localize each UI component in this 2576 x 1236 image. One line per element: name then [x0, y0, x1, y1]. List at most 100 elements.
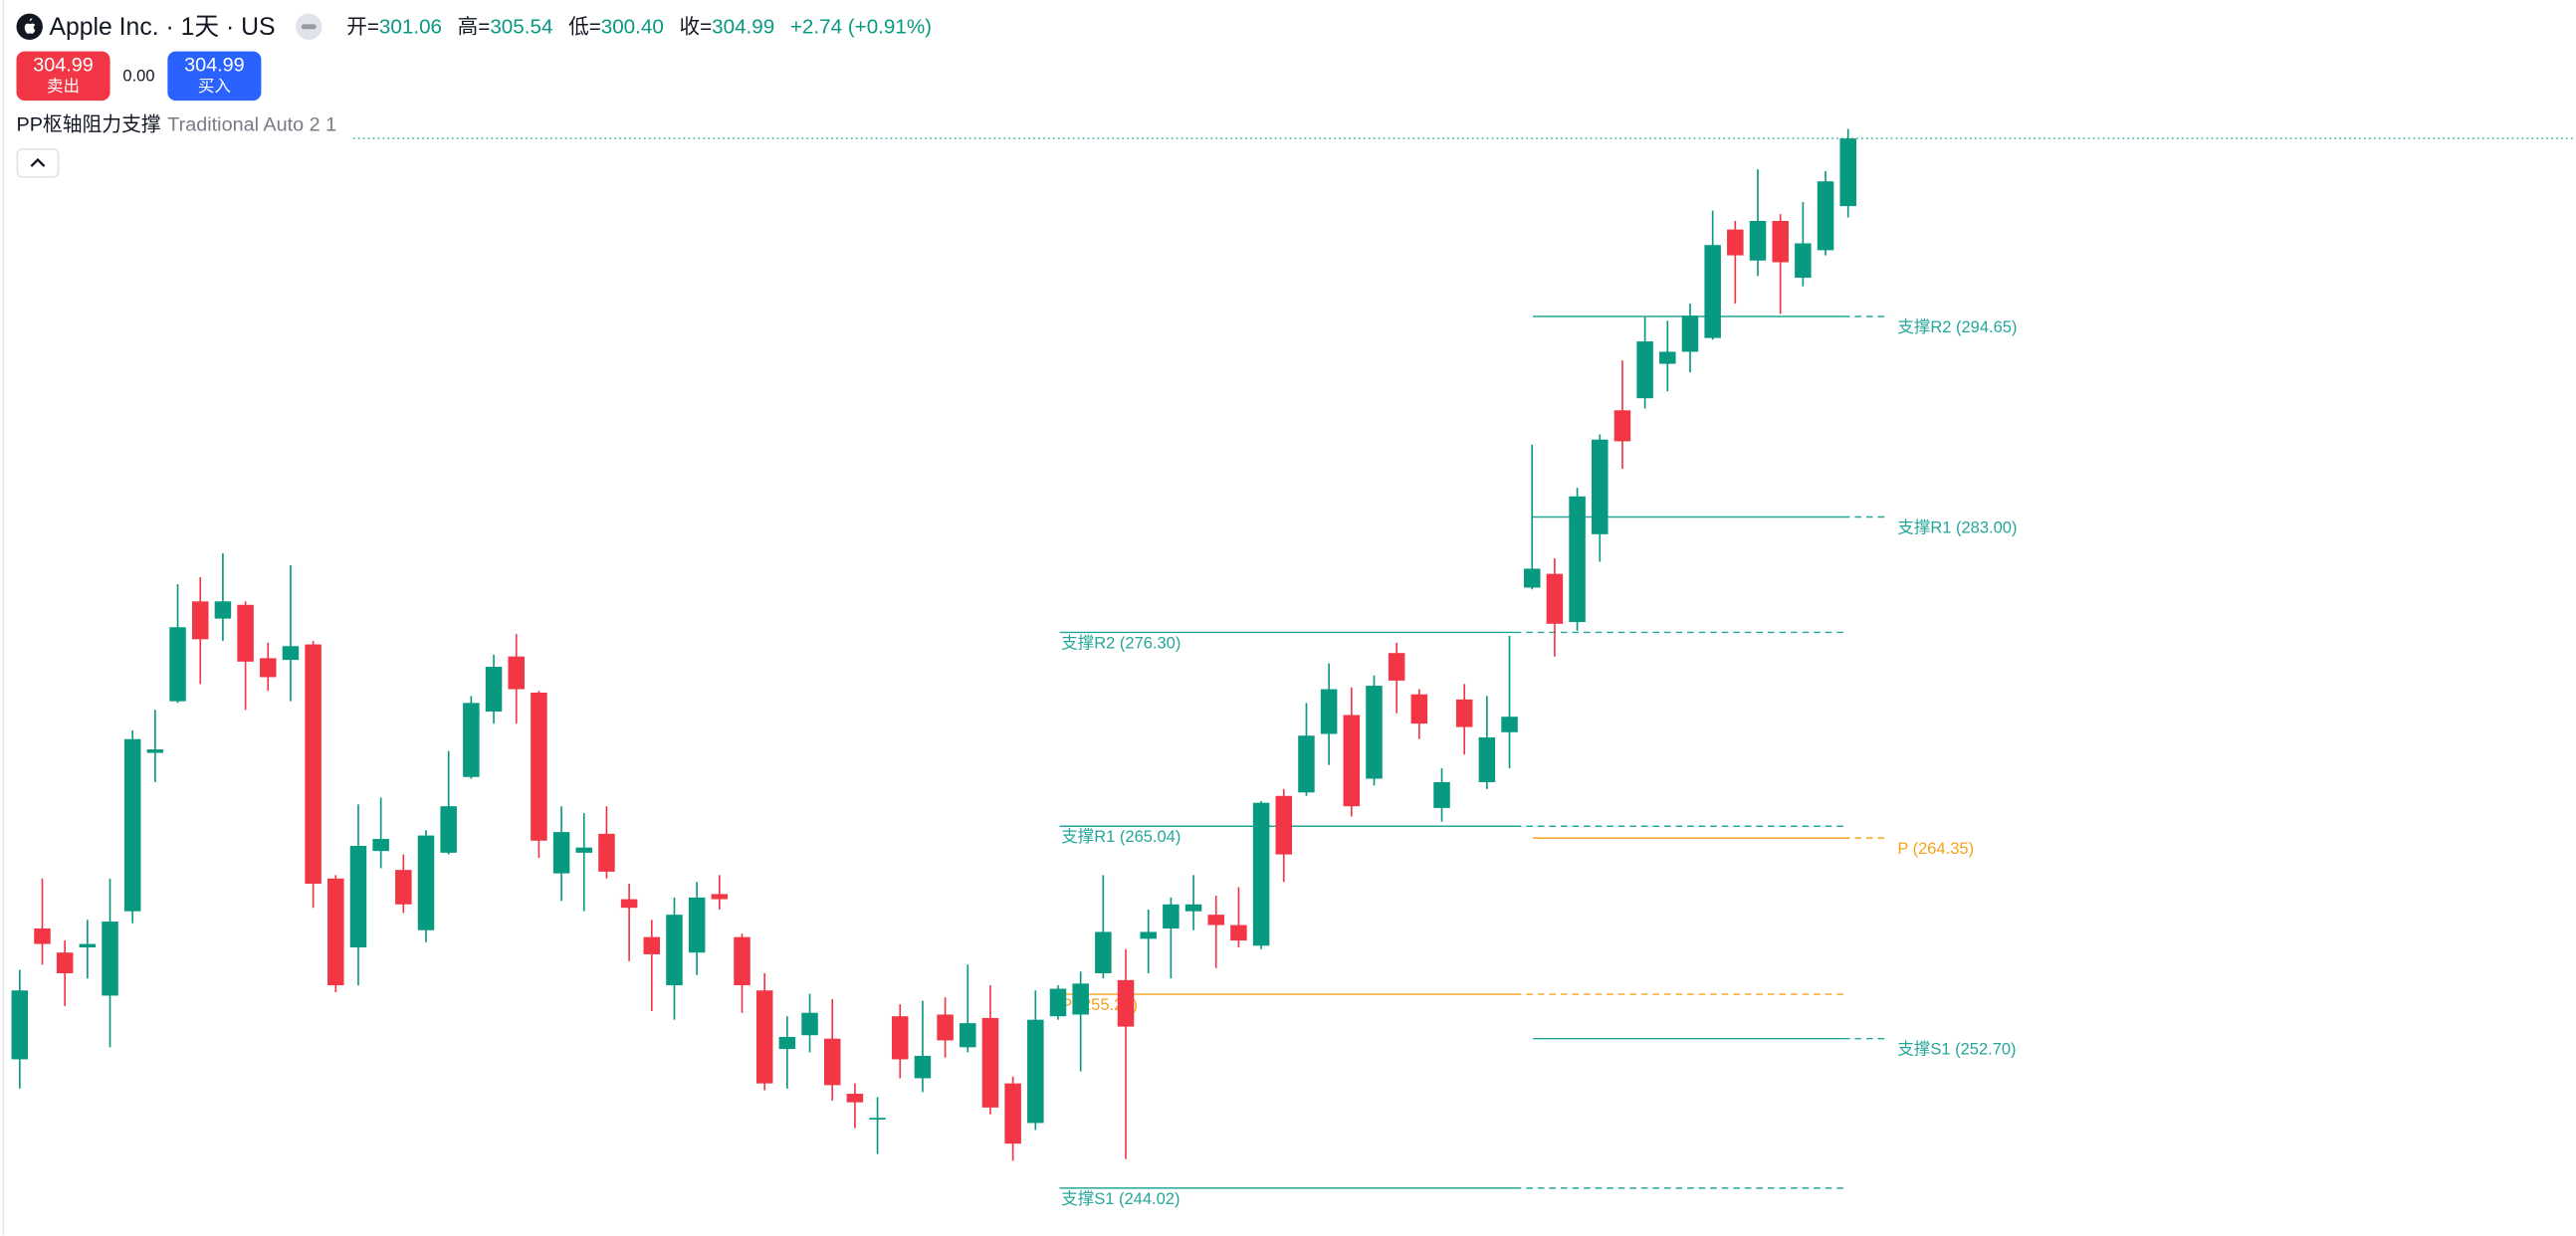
- candle-body: [1252, 802, 1270, 946]
- candle-body: [1569, 496, 1586, 623]
- candle-body: [620, 899, 638, 909]
- candle-body: [1749, 221, 1767, 261]
- candle-body: [417, 835, 435, 930]
- buy-price: 304.99: [184, 55, 245, 77]
- candle-body: [981, 1017, 999, 1108]
- candle-body: [349, 845, 367, 948]
- candle-body: [1659, 351, 1676, 364]
- candle-body: [755, 990, 773, 1084]
- candle-body: [1275, 795, 1293, 855]
- apple-icon: [24, 18, 36, 34]
- candle-body: [1004, 1083, 1021, 1144]
- candle-body: [1027, 1019, 1044, 1124]
- candle-body: [305, 644, 322, 885]
- candle-body: [711, 894, 729, 900]
- candle-body: [79, 943, 97, 948]
- collapse-chevron: [30, 157, 46, 167]
- low-label: 低=: [568, 16, 601, 39]
- pivot-label: 支撑R2 (294.65): [1897, 317, 2017, 336]
- pivot-label: 支撑S1 (252.70): [1897, 1040, 2016, 1059]
- candle-body: [1366, 686, 1383, 779]
- candle-body: [1343, 715, 1361, 807]
- candle-body: [1320, 689, 1338, 734]
- candle-body: [1795, 243, 1812, 279]
- candle-body: [327, 878, 344, 986]
- pivot-label: 支撑R2 (276.30): [1061, 633, 1181, 652]
- candle-body: [914, 1055, 932, 1079]
- buy-button[interactable]: [167, 51, 262, 102]
- candle-body: [643, 936, 661, 954]
- pivot-label: 支撑R1 (265.04): [1061, 827, 1181, 846]
- candle-body: [485, 667, 503, 713]
- candle-body: [1817, 181, 1834, 251]
- candle-body: [214, 601, 232, 619]
- candle-body: [1433, 781, 1450, 808]
- candle-body: [688, 897, 706, 953]
- candle-body: [1095, 931, 1112, 973]
- open-value: 301.06: [379, 16, 442, 39]
- candle-body: [1072, 983, 1089, 1015]
- low-value: 300.40: [601, 16, 664, 39]
- sell-label: 卖出: [47, 77, 80, 96]
- collapse-button[interactable]: [16, 147, 60, 178]
- candle-body: [372, 839, 389, 852]
- candle-body: [1478, 736, 1496, 782]
- pivot-label: 支撑R1 (283.00): [1897, 517, 2017, 536]
- candle-body: [666, 915, 683, 986]
- candle-body: [1546, 573, 1564, 624]
- sell-price: 304.99: [33, 55, 94, 77]
- candle-body: [1207, 915, 1224, 926]
- pivot-label: 支撑S1 (244.02): [1061, 1189, 1180, 1208]
- candle-body: [891, 1016, 909, 1060]
- candle-body: [1839, 138, 1856, 207]
- candle-body: [34, 927, 51, 944]
- candle-body: [1049, 988, 1067, 1017]
- candle-body: [1501, 717, 1518, 732]
- candle-body: [102, 922, 118, 996]
- candle-body: [531, 692, 547, 841]
- candle-body: [823, 1038, 841, 1086]
- candle-body: [1681, 315, 1699, 352]
- candle-body: [1298, 735, 1315, 793]
- candle-body: [575, 847, 593, 853]
- close-label: 收=: [679, 16, 712, 39]
- high-label: 高=: [458, 16, 491, 39]
- status-dash: [301, 24, 317, 30]
- indicator-name: PP枢轴阻力支撑: [17, 114, 161, 136]
- candle-body: [237, 604, 254, 662]
- candle-body: [846, 1094, 864, 1103]
- candle-body: [1636, 341, 1653, 399]
- indicator-params: Traditional Auto 2 1: [167, 114, 336, 136]
- chart-marks: 支撑R2 (276.30)支撑R1 (265.04)P (255.28)支撑S1…: [11, 128, 2017, 1208]
- candle-body: [801, 1012, 818, 1036]
- candle-body: [1410, 694, 1428, 724]
- candle-body: [1592, 439, 1609, 534]
- candle-body: [869, 1118, 886, 1120]
- buy-label: 买入: [198, 78, 231, 96]
- indicator-legend[interactable]: PP枢轴阻力支撑 Traditional Auto 2 1: [17, 114, 337, 136]
- candle-body: [123, 738, 141, 912]
- candle-body: [1704, 245, 1721, 338]
- candle-body: [191, 601, 209, 640]
- candle-body: [282, 646, 300, 661]
- candle-body: [552, 832, 570, 874]
- spread: 0.00: [122, 68, 154, 86]
- candle-body: [56, 952, 74, 973]
- candle-body: [1455, 699, 1473, 727]
- candle-body: [463, 703, 480, 777]
- candle-body: [1613, 410, 1631, 442]
- candle-body: [395, 870, 412, 905]
- symbol-title[interactable]: Apple Inc. · 1天 · US: [50, 14, 276, 41]
- candle-body: [1117, 979, 1135, 1027]
- candle-body: [960, 1023, 976, 1048]
- candle-body: [598, 833, 615, 872]
- sell-button[interactable]: [16, 51, 110, 102]
- candle-body: [1523, 568, 1541, 588]
- candle-body: [1163, 904, 1180, 928]
- ohlc-legend: 开=301.06 高=305.54 低=300.40 收=304.99 +2.7…: [346, 16, 932, 39]
- candle-body: [778, 1036, 796, 1050]
- candle-body: [146, 749, 164, 753]
